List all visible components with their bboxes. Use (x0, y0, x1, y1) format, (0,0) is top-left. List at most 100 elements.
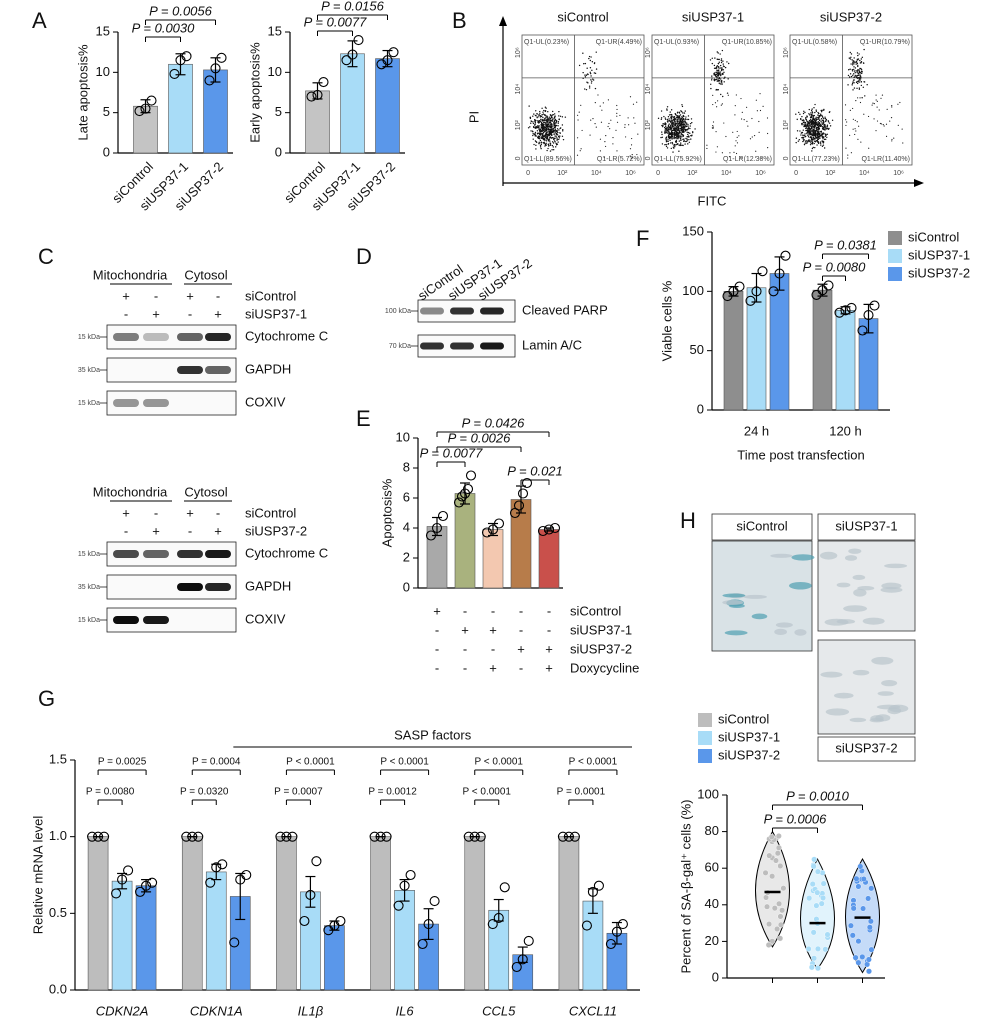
y-tick-label: 10⁴ (783, 84, 790, 95)
event-dot (720, 61, 723, 64)
band-label: Cytochrome C (245, 545, 328, 560)
event-dot (668, 123, 670, 125)
event-dot (547, 140, 550, 142)
event-dot (851, 68, 854, 71)
event-dot (858, 70, 860, 72)
event-dot (610, 119, 612, 121)
event-dot (817, 123, 819, 126)
event-dot (592, 79, 595, 81)
blot-band (143, 333, 169, 341)
event-dot (860, 62, 862, 64)
event-dot (684, 110, 686, 112)
event-dot (627, 117, 629, 119)
event-dot (540, 126, 543, 129)
cell-dot (766, 852, 773, 859)
event-dot (667, 124, 670, 127)
y-tick-label: 10 (268, 64, 282, 79)
event-dot (706, 144, 708, 146)
event-dot (624, 124, 626, 126)
event-dot (673, 132, 676, 134)
event-dot (749, 138, 752, 140)
event-dot (851, 64, 854, 66)
event-dot (824, 125, 826, 127)
event-dot (551, 124, 553, 126)
event-dot (811, 114, 813, 116)
event-dot (860, 70, 863, 73)
legend-swatch (698, 713, 712, 727)
data-point (493, 912, 504, 923)
event-dot (667, 116, 670, 118)
event-dot (553, 129, 556, 132)
event-dot (815, 110, 818, 113)
data-point (581, 920, 592, 931)
event-dot (815, 124, 817, 126)
event-dot (847, 157, 849, 159)
events (527, 51, 639, 159)
data-point (499, 882, 510, 893)
event-dot (548, 121, 551, 123)
event-dot (676, 124, 679, 126)
event-dot (585, 88, 588, 91)
event-dot (689, 125, 691, 127)
event-dot (665, 145, 668, 148)
event-dot (586, 67, 588, 69)
data-point (423, 919, 434, 930)
event-dot (853, 68, 855, 71)
event-dot (607, 99, 610, 101)
event-dot (804, 133, 806, 135)
event-dot (667, 143, 669, 145)
event-dot (657, 117, 660, 120)
size-label: 15 kDa (78, 400, 100, 407)
event-dot (539, 112, 541, 114)
data-point (456, 491, 468, 502)
event-dot (544, 126, 546, 128)
event-dot (542, 123, 544, 126)
event-dot (532, 122, 535, 125)
x-tick-label: CDKN1A (190, 1003, 243, 1018)
event-dot (549, 140, 551, 142)
cell-dot (822, 946, 829, 953)
event-dot (759, 93, 761, 95)
event-dot (716, 58, 718, 60)
event-dot (847, 74, 850, 77)
cell (881, 679, 898, 687)
event-dot (722, 72, 724, 75)
event-dot (590, 82, 593, 84)
cell-dot (814, 945, 821, 952)
event-dot (678, 125, 680, 128)
error-bar (863, 303, 874, 334)
event-dot (542, 111, 544, 113)
event-dot (845, 124, 847, 127)
quadrant-label: Q1-UL(0.23%) (524, 39, 569, 46)
event-dot (852, 61, 854, 64)
event-dot (819, 130, 821, 133)
event-dot (808, 139, 810, 141)
event-dot (820, 110, 823, 113)
y-tick-label: 8 (403, 459, 410, 474)
event-dot (853, 82, 855, 84)
event-dot (857, 58, 860, 60)
event-dot (681, 127, 683, 129)
event-dot (715, 75, 717, 78)
event-dot (661, 136, 664, 138)
event-dot (859, 78, 862, 80)
header: SASP factors (394, 727, 472, 742)
event-dot (856, 87, 858, 90)
cell (849, 717, 867, 723)
event-dot (805, 129, 807, 132)
event-dot (593, 72, 596, 74)
event-dot (805, 139, 807, 142)
event-dot (855, 63, 857, 65)
error-bar (235, 872, 246, 921)
event-dot (615, 129, 617, 131)
event-dot (822, 122, 825, 124)
data-point (216, 52, 227, 63)
event-dot (723, 77, 725, 80)
cell (774, 628, 787, 635)
event-dot (860, 58, 863, 60)
event-dot (671, 120, 673, 123)
data-point (399, 880, 410, 891)
event-dot (553, 120, 556, 122)
event-dot (718, 58, 720, 61)
event-dot (814, 120, 816, 122)
